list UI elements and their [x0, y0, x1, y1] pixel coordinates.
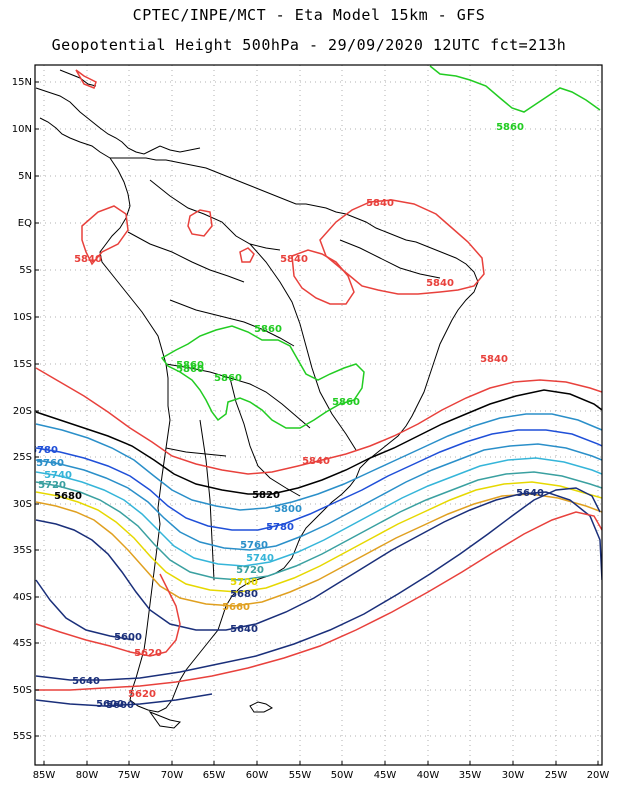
contour-label: 5680 — [230, 589, 258, 600]
lat-label: 40S — [13, 592, 32, 603]
contour-label: 5780 — [30, 445, 58, 456]
contour-5760 — [35, 443, 602, 551]
lon-label: 80W — [76, 770, 99, 781]
contour-5600-south — [35, 487, 601, 681]
contour-5840-carib — [75, 69, 97, 89]
lat-label: 20S — [13, 406, 32, 417]
contour-label: 5620 — [128, 689, 156, 700]
lat-label: 5N — [18, 171, 32, 182]
map-frame — [34, 64, 603, 766]
lon-label: 60W — [246, 770, 269, 781]
contour-5840-tiny — [239, 247, 255, 263]
lat-label: 50S — [13, 685, 32, 696]
contour-5840-west — [81, 205, 129, 266]
contour-5720 — [35, 471, 602, 581]
contour-label: 5840 — [480, 354, 508, 365]
contour-label: 5760 — [36, 458, 64, 469]
contour-5620-east — [36, 511, 602, 691]
contour-label: 5840 — [426, 278, 454, 289]
contour-lines — [35, 65, 602, 707]
contour-label: 5840 — [74, 254, 102, 265]
graticule — [35, 65, 602, 765]
contour-5840-amazon — [291, 249, 355, 305]
contour-label: 5700 — [230, 577, 258, 588]
lat-label: 30S — [13, 499, 32, 510]
contour-label: 5600 — [96, 699, 124, 710]
contour-5820 — [35, 389, 602, 495]
lon-label: 30W — [502, 770, 525, 781]
title-line-2: Geopotential Height 500hPa - 29/09/2020 … — [51, 36, 567, 54]
contour-label: 5720 — [38, 480, 66, 491]
lat-label: 15S — [13, 359, 32, 370]
contour-5600-bottom — [35, 693, 213, 707]
contour-5640 — [35, 491, 602, 631]
contour-label: 5860 — [496, 122, 524, 133]
contour-5700 — [35, 481, 602, 593]
contour-label: 5680 — [54, 491, 82, 502]
contour-label: 5740 — [44, 470, 72, 481]
contour-label: 5640 — [230, 624, 258, 635]
contour-label: 5600 — [114, 632, 142, 643]
axis-ticks: 15N 10N 5N EQ 5S 10S 15S 20S 25S 30S 35S 40S 45S 50S 5… — [12, 77, 610, 781]
contour-5840-small — [187, 209, 213, 237]
contour-label: 5760 — [240, 540, 268, 551]
contour-5780 — [35, 429, 602, 531]
lon-label: 45W — [374, 770, 397, 781]
contour-label: 5860 — [214, 373, 242, 384]
lon-label: 35W — [459, 770, 482, 781]
contour-label: 5860 — [176, 360, 204, 371]
lon-label: 50W — [331, 770, 354, 781]
contour-5600-west — [35, 579, 135, 641]
lat-label: 5S — [19, 265, 32, 276]
contour-label: 5840 — [366, 198, 394, 209]
contour-label: 5640 — [516, 488, 544, 499]
contour-5740 — [35, 457, 602, 567]
contour-label-layer: 5840584058405840584058405860586058605860… — [30, 122, 544, 711]
contour-label: 5660 — [222, 602, 250, 613]
lon-label: 65W — [203, 770, 226, 781]
lon-label: 75W — [118, 770, 141, 781]
lon-label: 55W — [289, 770, 312, 781]
contour-5860-central — [160, 325, 365, 429]
contour-5680-orange — [35, 493, 602, 607]
lat-label: 25S — [13, 452, 32, 463]
contour-label: 5640 — [72, 676, 100, 687]
contour-5840-east — [319, 199, 485, 295]
lon-label: 70W — [161, 770, 184, 781]
lon-label: 85W — [33, 770, 56, 781]
coastline — [35, 69, 479, 729]
contour-label: 5720 — [236, 565, 264, 576]
contour-5800 — [35, 413, 602, 511]
contour-label: 5740 — [246, 553, 274, 564]
lat-label: 10S — [13, 312, 32, 323]
contour-label: 5860 — [254, 324, 282, 335]
contour-label: 5840 — [302, 456, 330, 467]
contour-label: 5600 — [106, 700, 134, 711]
lat-label: 35S — [13, 545, 32, 556]
lat-label: 55S — [13, 731, 32, 742]
contour-5840-main — [35, 367, 602, 475]
contour-label: 5780 — [266, 522, 294, 533]
lon-label: 25W — [545, 770, 568, 781]
lon-label: 40W — [417, 770, 440, 781]
contour-5620-west — [35, 573, 181, 657]
contour-label: 5840 — [280, 254, 308, 265]
contour-label: 5860 — [332, 397, 360, 408]
contour-label: 5800 — [274, 504, 302, 515]
contour-label: 5860 — [176, 364, 204, 375]
contour-label: 5820 — [252, 490, 280, 501]
contour-5860-north — [429, 65, 601, 113]
contour-label: 5620 — [134, 648, 162, 659]
lat-label: 10N — [12, 124, 32, 135]
title-line-1: CPTEC/INPE/MCT - Eta Model 15km - GFS — [132, 6, 486, 24]
lat-label: 15N — [12, 77, 32, 88]
lon-label: 20W — [587, 770, 610, 781]
lat-label: EQ — [18, 218, 32, 229]
lat-label: 45S — [13, 638, 32, 649]
